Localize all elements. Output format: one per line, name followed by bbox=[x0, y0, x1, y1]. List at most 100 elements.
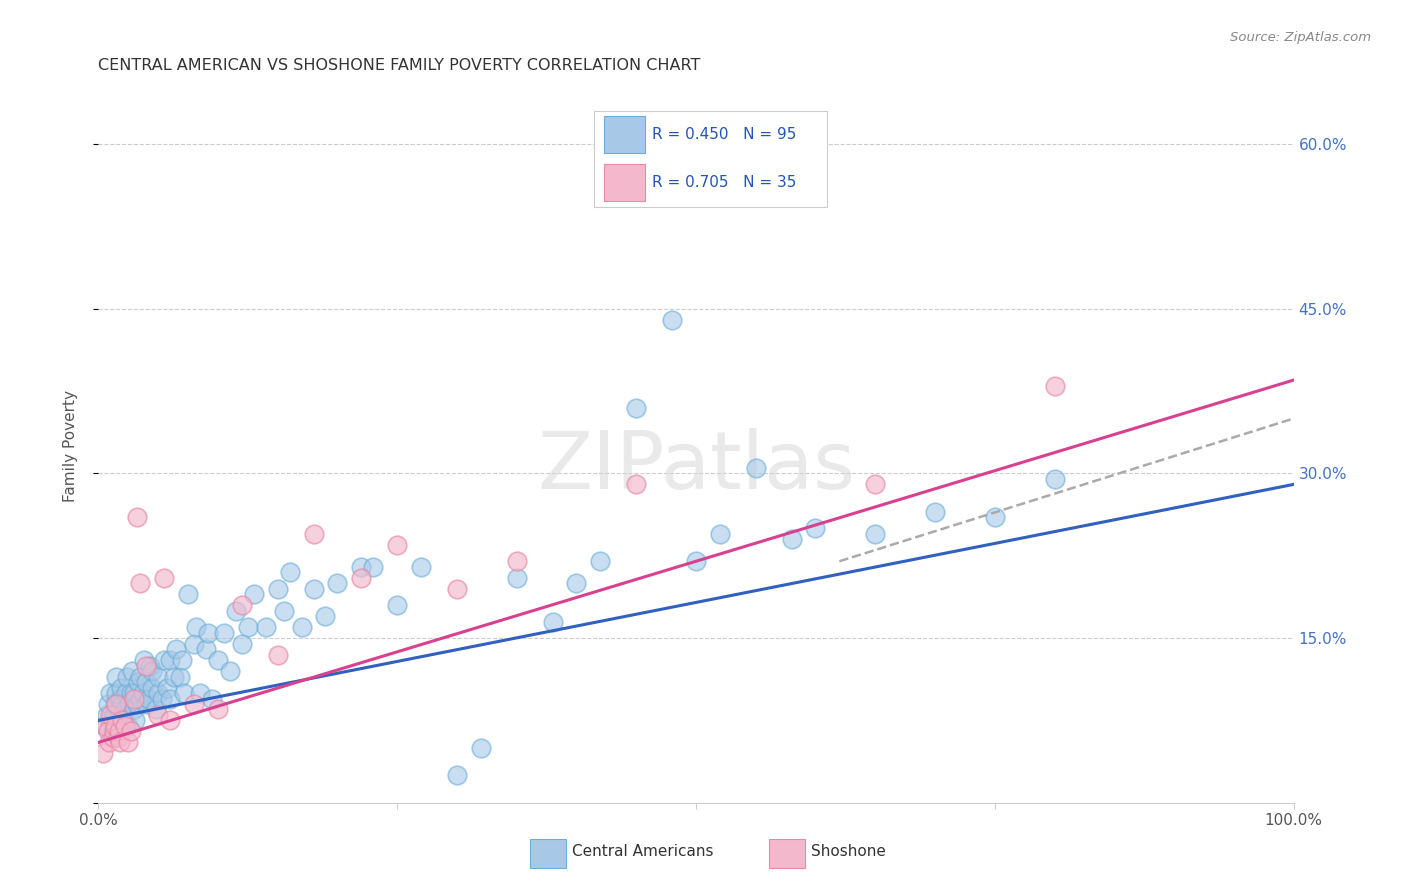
Point bbox=[112, 714, 135, 728]
Point bbox=[236, 620, 259, 634]
Point bbox=[111, 714, 134, 728]
Point bbox=[104, 697, 127, 711]
Point bbox=[141, 681, 163, 695]
Point bbox=[411, 559, 433, 574]
Point bbox=[302, 582, 325, 596]
Point bbox=[1043, 378, 1066, 392]
Text: CENTRAL AMERICAN VS SHOSHONE FAMILY POVERTY CORRELATION CHART: CENTRAL AMERICAN VS SHOSHONE FAMILY POVE… bbox=[98, 58, 700, 73]
Point bbox=[114, 719, 136, 733]
Point bbox=[183, 637, 205, 651]
Point bbox=[129, 576, 152, 591]
Point bbox=[350, 559, 373, 574]
Text: Shoshone: Shoshone bbox=[811, 844, 886, 859]
Point bbox=[685, 554, 707, 568]
FancyBboxPatch shape bbox=[605, 116, 644, 153]
Point bbox=[138, 691, 160, 706]
Point bbox=[506, 554, 529, 568]
Point bbox=[93, 719, 115, 733]
Point bbox=[446, 582, 468, 596]
Point bbox=[135, 697, 157, 711]
Point bbox=[865, 477, 887, 491]
Point bbox=[108, 735, 131, 749]
Point bbox=[219, 664, 242, 678]
Point bbox=[94, 719, 117, 733]
Point bbox=[120, 724, 142, 739]
Point bbox=[121, 664, 143, 678]
Point bbox=[183, 697, 205, 711]
Point bbox=[159, 653, 181, 667]
Text: Source: ZipAtlas.com: Source: ZipAtlas.com bbox=[1230, 31, 1371, 45]
Point bbox=[173, 686, 195, 700]
Point bbox=[117, 719, 139, 733]
Point bbox=[96, 708, 118, 723]
Point bbox=[101, 724, 124, 739]
Point bbox=[150, 691, 173, 706]
Point bbox=[626, 401, 648, 415]
Point bbox=[212, 625, 235, 640]
Point bbox=[124, 714, 146, 728]
Point bbox=[114, 702, 136, 716]
Point bbox=[804, 521, 827, 535]
Point bbox=[111, 697, 134, 711]
Point bbox=[107, 724, 129, 739]
Point bbox=[302, 526, 325, 541]
Point bbox=[589, 554, 612, 568]
Point bbox=[111, 708, 134, 723]
Point bbox=[745, 461, 768, 475]
Point bbox=[177, 587, 200, 601]
Point bbox=[104, 719, 127, 733]
Point bbox=[159, 714, 181, 728]
Point bbox=[117, 735, 139, 749]
Point bbox=[153, 653, 176, 667]
Point bbox=[131, 686, 153, 700]
Point bbox=[145, 702, 167, 716]
Point bbox=[103, 708, 125, 723]
Point bbox=[363, 559, 385, 574]
Point bbox=[107, 702, 129, 716]
Point bbox=[865, 526, 887, 541]
Point bbox=[326, 576, 349, 591]
Point bbox=[103, 724, 125, 739]
Point bbox=[225, 604, 247, 618]
Point bbox=[278, 566, 301, 580]
Point bbox=[148, 669, 170, 683]
Point bbox=[124, 691, 146, 706]
Point bbox=[1043, 472, 1066, 486]
Point bbox=[105, 669, 128, 683]
Point bbox=[984, 510, 1007, 524]
Text: R = 0.705   N = 35: R = 0.705 N = 35 bbox=[652, 175, 796, 190]
Point bbox=[105, 686, 128, 700]
Point bbox=[207, 653, 229, 667]
Point bbox=[197, 625, 219, 640]
Point bbox=[98, 735, 121, 749]
Point bbox=[273, 604, 295, 618]
Point bbox=[385, 598, 409, 612]
Y-axis label: Family Poverty: Family Poverty bbox=[63, 390, 77, 502]
Point bbox=[541, 615, 564, 629]
Point bbox=[159, 691, 181, 706]
Text: Central Americans: Central Americans bbox=[572, 844, 713, 859]
Point bbox=[172, 653, 194, 667]
Point bbox=[446, 768, 468, 782]
FancyBboxPatch shape bbox=[595, 111, 827, 207]
Point bbox=[135, 658, 157, 673]
Point bbox=[243, 587, 266, 601]
Point bbox=[188, 686, 211, 700]
Point bbox=[98, 708, 122, 723]
Point bbox=[98, 714, 122, 728]
Point bbox=[201, 691, 224, 706]
Point bbox=[107, 719, 129, 733]
Point bbox=[127, 675, 149, 690]
FancyBboxPatch shape bbox=[769, 839, 804, 868]
Point bbox=[350, 571, 373, 585]
Point bbox=[91, 747, 114, 761]
Point bbox=[267, 582, 290, 596]
Text: ZIPatlas: ZIPatlas bbox=[537, 428, 855, 507]
Point bbox=[101, 730, 124, 744]
Point bbox=[186, 620, 208, 634]
Point bbox=[254, 620, 277, 634]
Point bbox=[470, 740, 492, 755]
Point bbox=[924, 505, 946, 519]
Point bbox=[148, 686, 170, 700]
Point bbox=[385, 538, 409, 552]
